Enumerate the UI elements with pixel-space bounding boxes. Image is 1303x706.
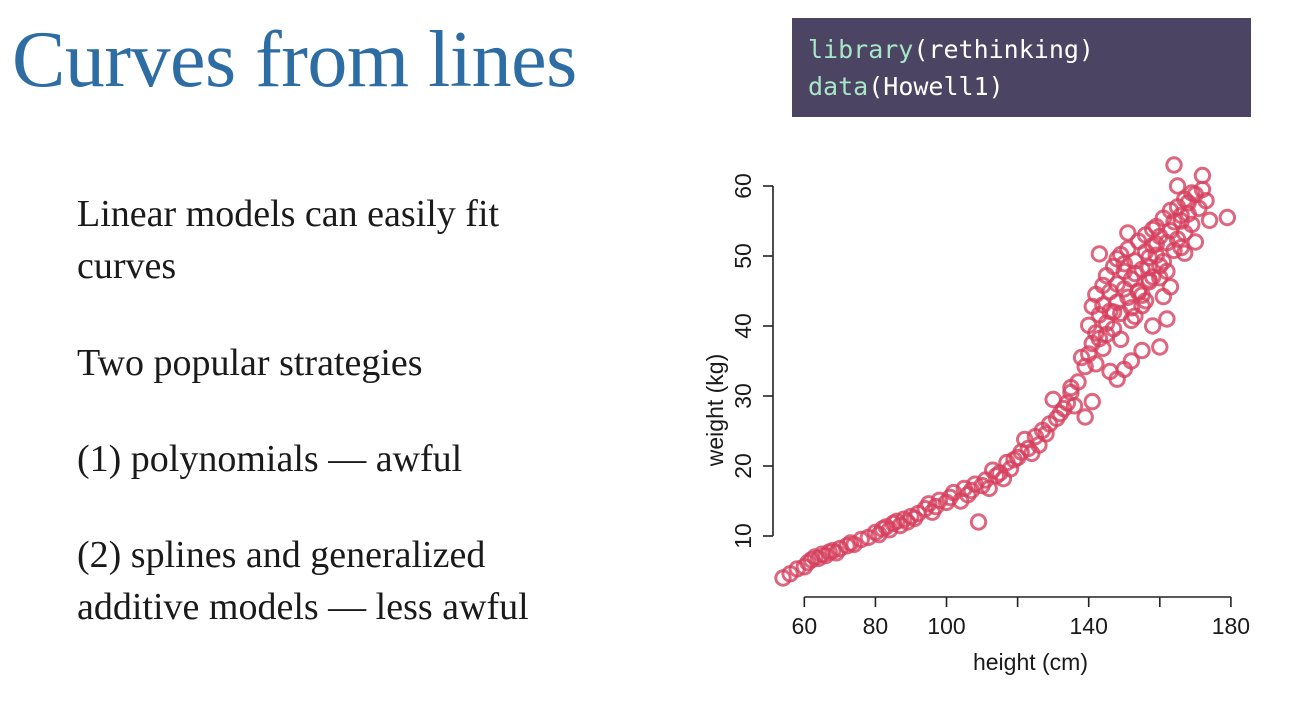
y-axis-label: weight (kg)	[702, 354, 728, 467]
data-point	[1115, 262, 1133, 281]
code-block: library(rethinking) data(Howell1)	[792, 18, 1251, 117]
data-point	[1083, 392, 1101, 411]
data-point	[1154, 287, 1173, 306]
data-point	[1197, 192, 1215, 210]
y-tick-label: 40	[730, 313, 756, 339]
slide-title: Curves from lines	[12, 16, 577, 104]
code-function-library: library	[808, 35, 914, 64]
x-tick-label: 140	[1070, 613, 1108, 639]
code-line-library: library(rethinking)	[808, 31, 1235, 68]
axes-layer: 60 80 100 140 180 10 20 30 40 50 60	[730, 173, 1250, 639]
scatter-chart: 60 80 100 140 180 10 20 30 40 50 60 height (cm) we…	[702, 156, 1250, 675]
data-point	[1087, 355, 1105, 373]
data-point	[1133, 297, 1151, 315]
x-tick-label: 180	[1212, 613, 1250, 639]
data-point	[1165, 156, 1183, 174]
data-point	[1172, 212, 1190, 230]
bullet-strategies: Two popular strategies	[77, 337, 423, 389]
data-point	[1090, 245, 1109, 263]
y-tick-label: 20	[730, 453, 756, 479]
bullet-line: Two popular strategies	[77, 342, 423, 384]
x-tick-label: 100	[927, 613, 965, 639]
bullet-line: additive models — less awful	[77, 586, 529, 628]
data-point	[852, 530, 870, 549]
data-point	[1122, 352, 1141, 370]
data-point	[1076, 408, 1094, 426]
data-point	[1151, 338, 1169, 356]
data-point	[1062, 378, 1080, 397]
data-point	[1143, 220, 1162, 239]
data-point	[1016, 430, 1034, 449]
data-point	[930, 491, 949, 509]
data-point	[1104, 303, 1123, 321]
bullet-polynomials: (1) polynomials — awful	[77, 433, 462, 485]
x-tick-label: 60	[792, 613, 818, 639]
data-point	[1154, 252, 1173, 271]
y-tick-label: 50	[730, 243, 756, 269]
data-point	[1183, 215, 1201, 234]
data-point	[1037, 425, 1055, 443]
bullet-splines: (2) splines and generalized additive mod…	[77, 529, 529, 633]
data-point	[1133, 341, 1151, 360]
bullet-linear-models: Linear models can easily fit curves	[77, 188, 499, 292]
data-point	[1193, 166, 1212, 185]
data-point	[1158, 310, 1176, 328]
x-axis-label: height (cm)	[973, 649, 1088, 675]
bullet-line: Linear models can easily fit	[77, 193, 500, 235]
data-point	[1218, 208, 1237, 227]
y-tick-label: 10	[730, 523, 756, 549]
data-point	[1168, 177, 1187, 195]
data-point	[1143, 317, 1162, 335]
y-tick-label: 30	[730, 383, 756, 409]
data-point	[1140, 258, 1158, 276]
bullet-line: (2) splines and generalized	[77, 534, 486, 576]
data-point	[1101, 362, 1119, 381]
data-point	[1122, 299, 1141, 317]
points-layer	[774, 156, 1237, 587]
bullet-line: curves	[77, 245, 177, 287]
data-point	[1119, 224, 1137, 242]
bullet-line: (1) polynomials — awful	[77, 438, 463, 480]
data-point	[1186, 233, 1205, 251]
data-point	[980, 479, 998, 498]
code-function-data: data	[808, 72, 869, 101]
data-point	[838, 537, 856, 555]
code-args-data: (Howell1)	[868, 72, 1004, 101]
x-tick-label: 80	[863, 613, 889, 639]
data-point	[1172, 206, 1190, 225]
data-point	[1108, 250, 1126, 268]
code-args-library: (rethinking)	[913, 35, 1094, 64]
code-line-data: data(Howell1)	[808, 68, 1235, 105]
data-point	[1175, 244, 1194, 262]
data-point	[969, 513, 988, 531]
data-point	[1183, 184, 1201, 202]
data-point	[1111, 330, 1130, 349]
data-point	[1200, 211, 1219, 230]
data-point	[1122, 311, 1141, 330]
data-point	[1151, 269, 1169, 287]
y-tick-label: 60	[730, 173, 756, 199]
data-point	[1094, 339, 1112, 358]
data-point	[1140, 271, 1158, 289]
data-point	[1065, 397, 1084, 415]
